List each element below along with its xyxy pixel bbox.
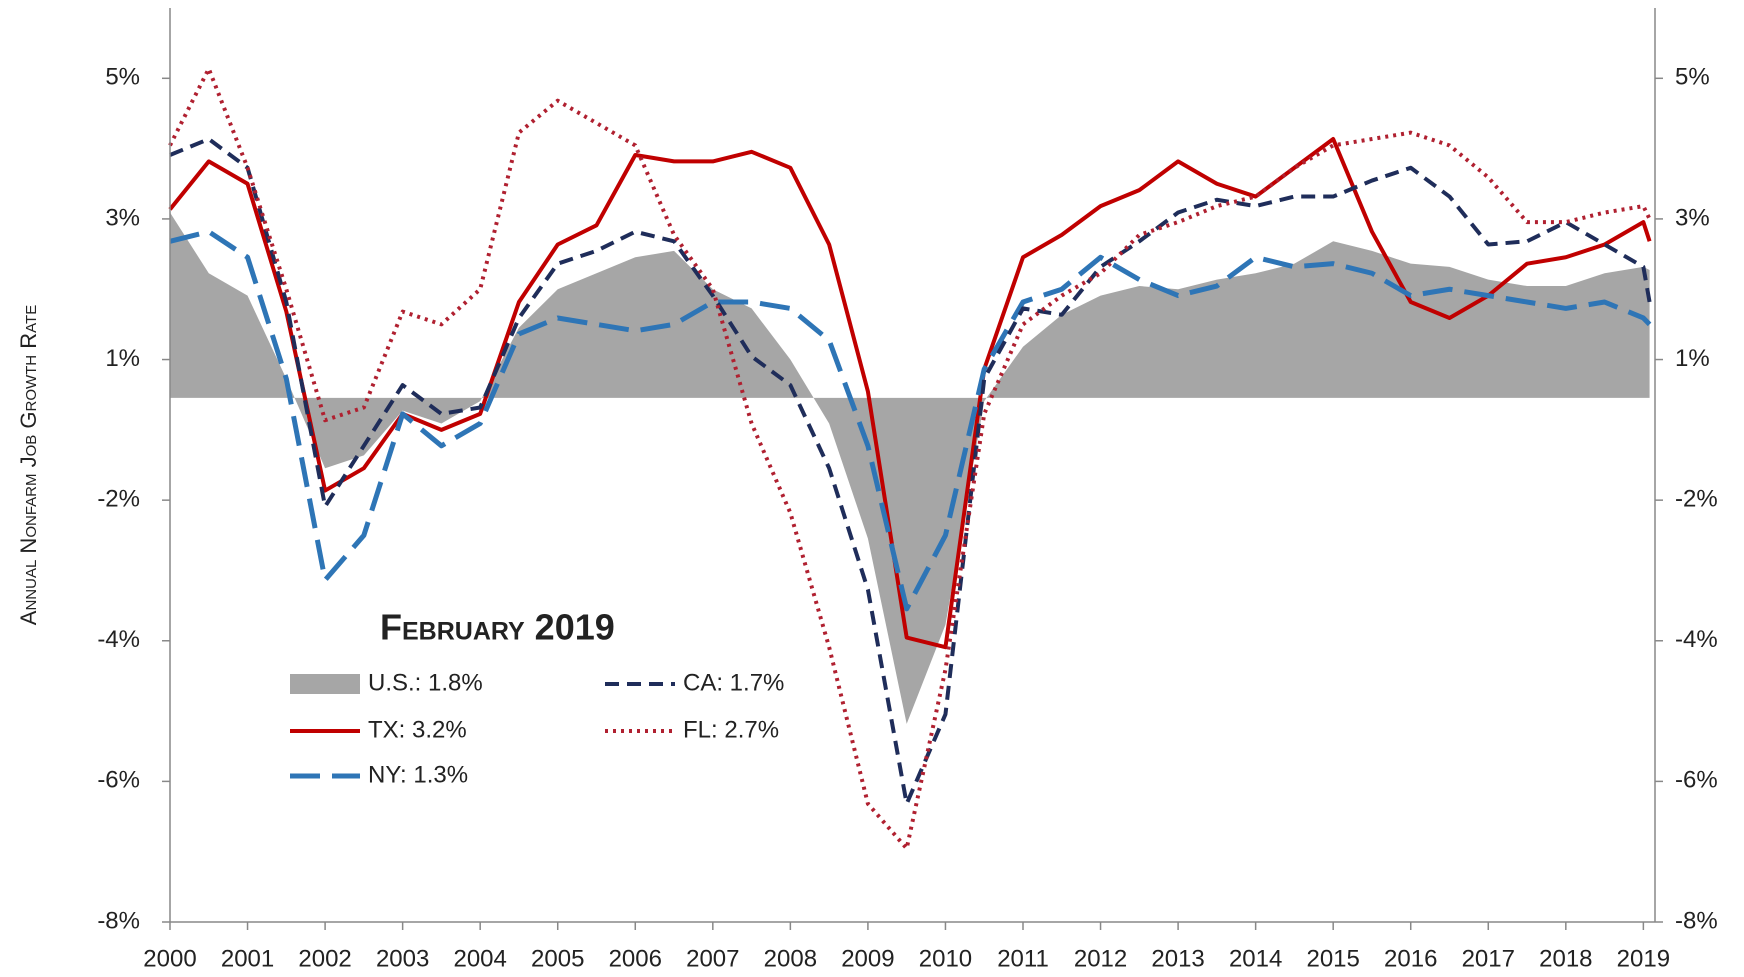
- legend-label: TX: 3.2%: [368, 716, 467, 743]
- y2-tick-label: -4%: [1675, 626, 1718, 653]
- y-tick-label: -4%: [97, 626, 140, 653]
- x-tick-label: 2016: [1384, 945, 1437, 972]
- y-tick-label: 5%: [105, 64, 140, 91]
- x-tick-label: 2019: [1617, 945, 1670, 972]
- x-tick-label: 2017: [1462, 945, 1515, 972]
- x-tick-label: 2005: [531, 945, 584, 972]
- y-tick-label: -8%: [97, 907, 140, 934]
- y2-tick-label: 5%: [1675, 64, 1710, 91]
- x-tick-label: 2008: [764, 945, 817, 972]
- area: [170, 212, 1650, 724]
- line: [168, 137, 1652, 650]
- x-tick-label: 2007: [686, 945, 739, 972]
- x-tick-label: 2001: [221, 945, 274, 972]
- x-tick-label: 2012: [1074, 945, 1127, 972]
- x-tick-label: 2004: [453, 945, 506, 972]
- y2-tick-label: -6%: [1675, 767, 1718, 794]
- x-tick-label: 2013: [1151, 945, 1204, 972]
- y-tick-label: -2%: [97, 485, 140, 512]
- x-tick-label: 2002: [298, 945, 351, 972]
- y-tick-label: -6%: [97, 767, 140, 794]
- legend-label: NY: 1.3%: [368, 761, 468, 788]
- x-tick-label: 2003: [376, 945, 429, 972]
- x-tick-label: 2000: [143, 945, 196, 972]
- y2-tick-label: 3%: [1675, 204, 1710, 231]
- legend-label: CA: 1.7%: [683, 669, 784, 696]
- y-tick-label: 3%: [105, 204, 140, 231]
- x-tick-label: 2018: [1539, 945, 1592, 972]
- y-tick-label: 1%: [105, 345, 140, 372]
- legend-label: U.S.: 1.8%: [368, 669, 483, 696]
- y2-tick-label: -2%: [1675, 485, 1718, 512]
- x-tick-label: 2011: [997, 945, 1049, 972]
- line: [169, 229, 1652, 612]
- legend-label: FL: 2.7%: [683, 716, 779, 743]
- y-axis-label: Annual Nonfarm Job Growth Rate: [16, 305, 41, 625]
- x-tick-label: 2010: [919, 945, 972, 972]
- x-tick-label: 2006: [609, 945, 662, 972]
- y2-tick-label: 1%: [1675, 345, 1710, 372]
- legend-swatch: [290, 674, 360, 694]
- legend-title: February 2019: [380, 607, 615, 648]
- y2-tick-label: -8%: [1675, 907, 1718, 934]
- line: [168, 66, 1652, 851]
- x-tick-label: 2014: [1229, 945, 1282, 972]
- x-tick-label: 2015: [1306, 945, 1359, 972]
- x-tick-label: 2009: [841, 945, 894, 972]
